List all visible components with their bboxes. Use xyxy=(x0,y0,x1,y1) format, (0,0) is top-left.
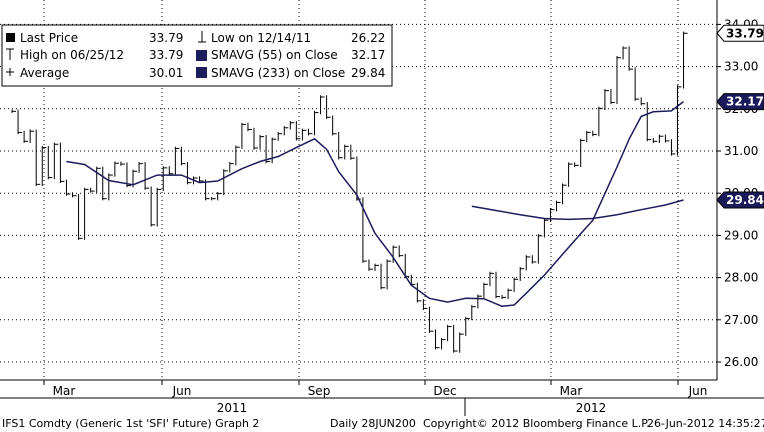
legend-average-value: 30.01 xyxy=(149,66,183,80)
high-bar-icon xyxy=(6,48,14,60)
y-tick-label: 26.00 xyxy=(724,355,758,369)
moving-average-lines xyxy=(66,101,684,308)
footer-ticker: IFS1 Comdty (Generic 1st 'SFI' Future) G… xyxy=(2,417,259,430)
price-bars xyxy=(11,31,688,353)
last-price-marker-icon xyxy=(6,33,15,42)
value-tag-label: 29.84 xyxy=(726,193,764,207)
footer-timestamp: 26-Jun-2012 14:35:27 xyxy=(647,417,764,430)
legend-smavg55-value: 32.17 xyxy=(351,48,385,62)
x-month-label: Dec xyxy=(433,384,456,398)
smavg233-marker-icon xyxy=(196,67,207,78)
y-tick-label: 33.00 xyxy=(724,60,758,74)
x-month-label: Mar xyxy=(53,384,76,398)
value-tag-label: 32.17 xyxy=(726,95,764,109)
value-tags: 33.79 32.17 29.84 xyxy=(716,24,764,209)
value-tag-box xyxy=(716,24,764,42)
footer-copyright: Copyright© 2012 Bloomberg Finance L.P. xyxy=(423,417,650,430)
smavg-55-line xyxy=(66,101,684,308)
y-tick-label: 27.00 xyxy=(724,313,758,327)
footer-frequency: Daily 28JUN200 xyxy=(330,417,416,430)
x-month-label: Sep xyxy=(308,384,331,398)
legend-average-label: Average xyxy=(20,66,69,80)
x-year-label: 2011 xyxy=(217,401,248,415)
average-line-icon xyxy=(6,68,14,76)
legend-high-value: 33.79 xyxy=(149,48,183,62)
y-axis-ticks: 26.0027.0028.0029.0030.0031.0032.0033.00… xyxy=(717,17,758,369)
x-month-label: Jun xyxy=(688,384,708,398)
x-month-label: Jun xyxy=(172,384,192,398)
value-tag-label: 33.79 xyxy=(726,26,764,40)
legend-smavg233-value: 29.84 xyxy=(351,66,385,80)
y-tick-label: 31.00 xyxy=(724,144,758,158)
smavg-233-line xyxy=(471,199,684,221)
value-tag-box xyxy=(716,93,764,111)
x-year-label: 2012 xyxy=(576,401,607,415)
y-tick-label: 29.00 xyxy=(724,228,758,242)
legend: Last Price 33.79 High on 06/25/12 33.79 … xyxy=(1,24,393,87)
value-tag-box xyxy=(716,191,764,209)
smavg55-marker-icon xyxy=(196,50,207,61)
y-tick-label: 28.00 xyxy=(724,271,758,285)
legend-low-value: 26.22 xyxy=(351,31,385,45)
legend-high-label: High on 06/25/12 xyxy=(20,48,124,62)
legend-smavg233-label: SMAVG (233) on Close xyxy=(211,66,345,80)
legend-smavg55-label: SMAVG (55) on Close xyxy=(211,48,338,62)
legend-low-label: Low on 12/14/11 xyxy=(211,31,311,45)
low-bar-icon xyxy=(198,31,206,43)
x-axis-ticks: Mar Jun Sep Dec Mar Jun 2011 2012 xyxy=(43,380,708,416)
grid-lines xyxy=(0,0,717,380)
legend-last-price-label: Last Price xyxy=(20,31,78,45)
legend-last-price-value: 33.79 xyxy=(149,31,183,45)
x-month-label: Mar xyxy=(560,384,583,398)
